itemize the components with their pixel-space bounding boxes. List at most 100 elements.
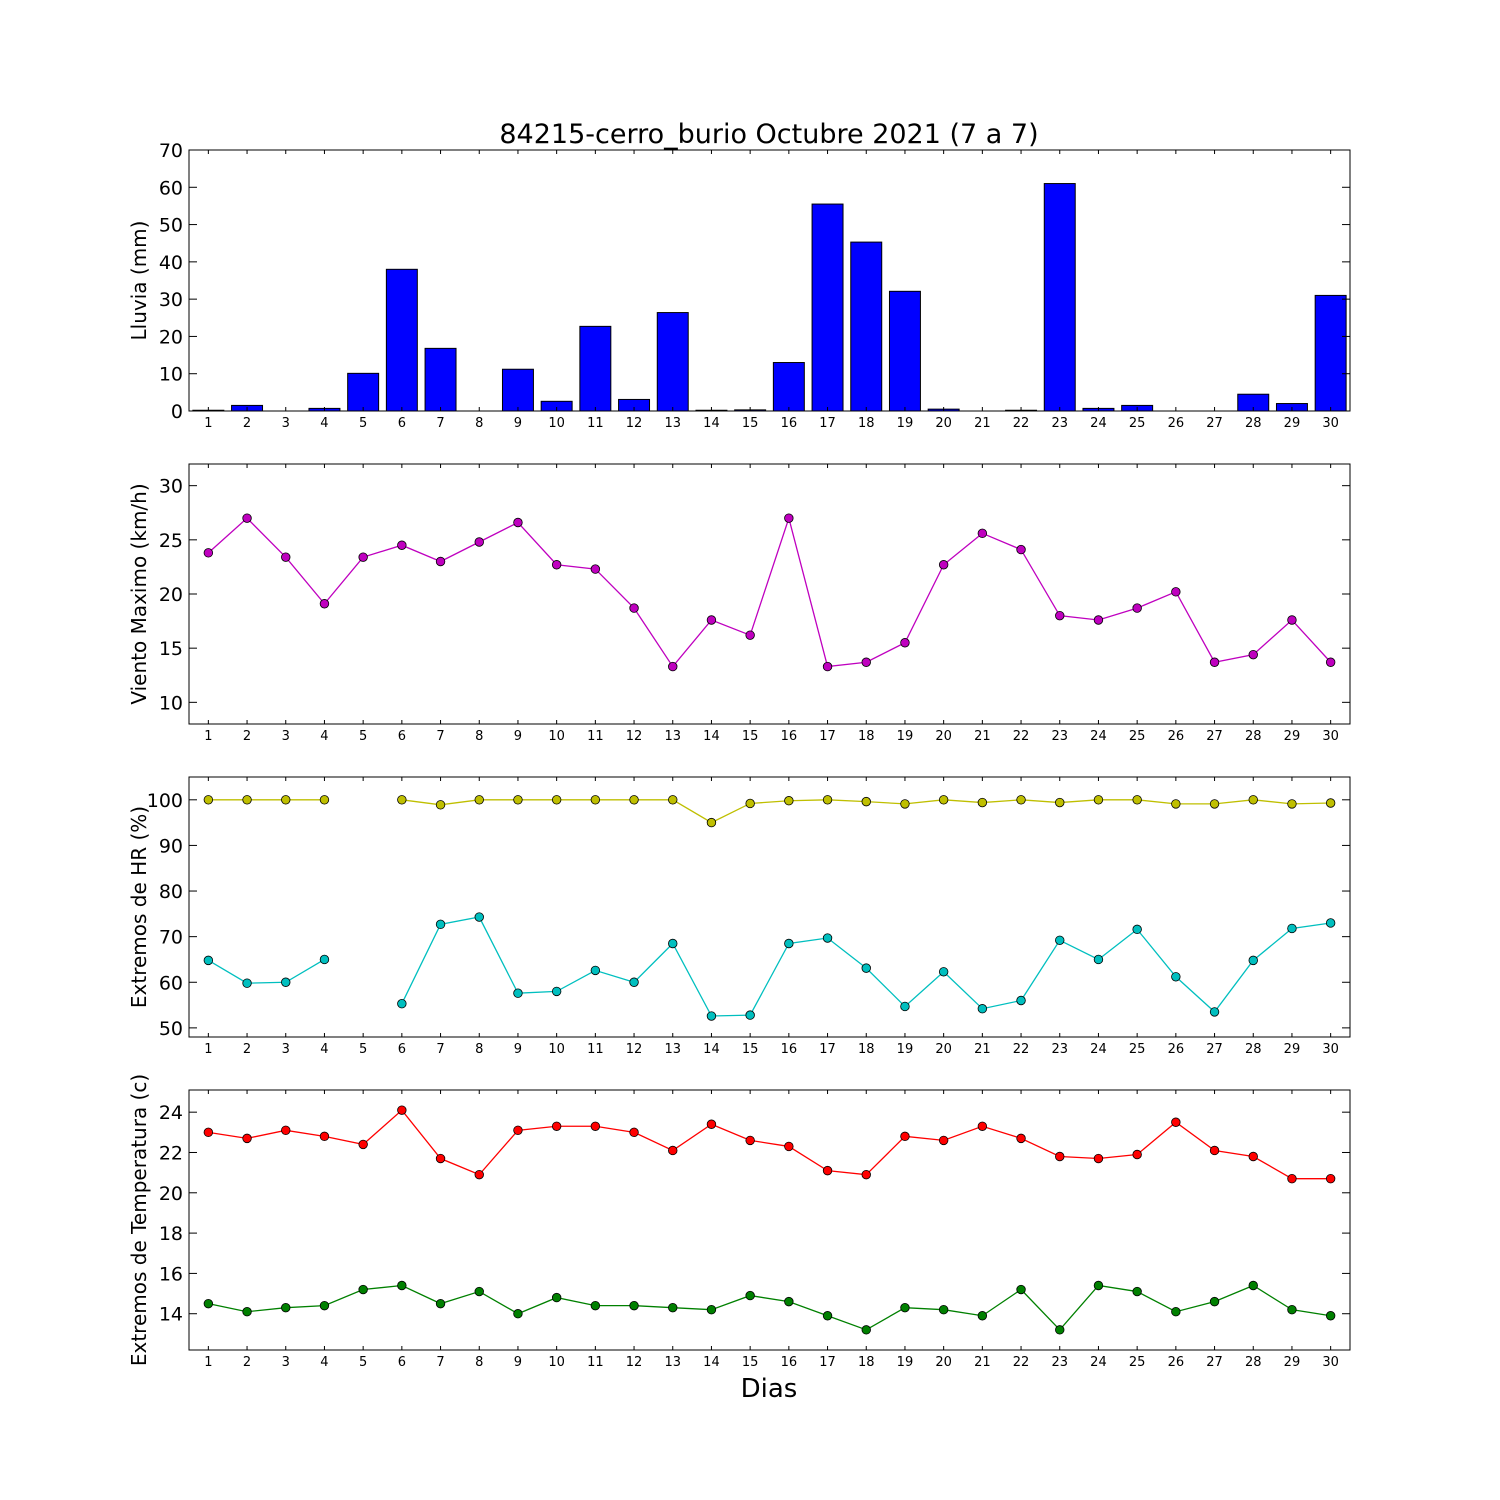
series-1-point-day-27 [1209, 657, 1220, 667]
x-tick-label: 22 [1013, 416, 1030, 431]
x-tick-label: 13 [664, 729, 681, 744]
x-tick-label: 17 [819, 729, 836, 744]
x-tick-label: 2 [243, 1355, 251, 1370]
x-tick-label: 17 [819, 416, 836, 431]
series-2-point-day-4 [319, 954, 330, 965]
y-axis-label: Extremos de HR (%) [127, 806, 151, 1008]
x-tick-label: 12 [626, 1355, 643, 1370]
panel-4: 1 2 3 4 5 6 7 8 9 10 11 12 13 14 15 16 17 18 19 20 21 22 23 24 2… [127, 1074, 1351, 1370]
x-tick-label: 7 [436, 1355, 444, 1370]
x-tick-label: 1 [204, 1042, 212, 1057]
axes-frame [188, 1089, 1351, 1351]
panel-3: 1 2 3 4 5 6 7 8 9 10 11 12 13 14 15 16 17 18 19 20 21 22 23 24 2… [127, 776, 1351, 1057]
series-1-point-day-23 [1055, 1151, 1065, 1162]
series-1-point-day-21 [977, 1121, 988, 1131]
x-tick-label: 16 [781, 1355, 798, 1370]
series-1-point-day-26 [1171, 1117, 1181, 1127]
rain-bar-day-16 [772, 362, 805, 412]
series-1-point-day-11 [590, 795, 601, 805]
series-1-point-day-2 [242, 513, 252, 523]
series-1-point-day-6 [397, 795, 407, 805]
series-1-point-day-5 [358, 1139, 368, 1150]
series-1-point-day-4 [319, 599, 330, 609]
x-tick-label: 24 [1090, 1355, 1107, 1370]
x-tick-label: 14 [703, 416, 720, 431]
series-1-point-day-22 [1016, 1133, 1026, 1144]
series-2-point-day-8 [474, 1286, 484, 1297]
series-2-point-day-8 [474, 912, 484, 922]
series-1-point-day-19 [900, 799, 910, 809]
series-1-point-day-3 [281, 795, 291, 805]
series-1-point-day-24 [1093, 795, 1104, 805]
x-tick-label: 15 [742, 1042, 759, 1057]
x-tick-label: 1 [204, 1355, 212, 1370]
x-tick-label: 30 [1322, 1042, 1339, 1057]
series-2-point-day-30 [1325, 1311, 1336, 1321]
x-tick-label: 5 [359, 416, 367, 431]
series-2-point-day-4 [319, 1300, 330, 1311]
y-tick-label: 20 [159, 1183, 183, 1205]
y-tick-label: 100 [147, 790, 183, 812]
series-2-point-day-22 [1016, 995, 1026, 1006]
series-2-point-day-2 [242, 1307, 252, 1317]
series-1-point-day-25 [1132, 1149, 1142, 1160]
series-1-point-day-6 [397, 540, 407, 550]
series-1-point-day-8 [474, 1169, 484, 1180]
series-2-point-day-7 [435, 1298, 446, 1309]
series-2-point-day-22 [1016, 1284, 1026, 1295]
series-1-point-day-16 [784, 1141, 794, 1152]
rain-bar-day-11 [579, 325, 612, 412]
series-1-point-day-24 [1093, 615, 1104, 625]
x-tick-label: 10 [548, 1355, 565, 1370]
x-tick-label: 19 [897, 416, 914, 431]
y-tick-label: 60 [159, 972, 183, 994]
series-2-point-day-11 [590, 1300, 601, 1311]
x-tick-label: 12 [626, 729, 643, 744]
y-tick-label: 50 [159, 1018, 183, 1040]
series-2-point-day-21 [977, 1004, 988, 1014]
series-1-point-day-28 [1248, 649, 1258, 660]
series-2-point-day-19 [900, 1001, 910, 1012]
series-1-point-day-12 [629, 603, 639, 613]
x-tick-label: 21 [974, 416, 991, 431]
x-tick-label: 18 [858, 1042, 875, 1057]
x-tick-label: 23 [1051, 1355, 1068, 1370]
x-tick-label: 13 [664, 1355, 681, 1370]
panel-1: 1 2 3 4 5 6 7 8 9 10 11 12 13 14 15 16 17 18 19 20 21 22 23 24 2… [127, 140, 1351, 431]
series-1-point-day-21 [977, 528, 988, 539]
y-tick-label: 10 [159, 692, 183, 714]
x-tick-label: 30 [1322, 1355, 1339, 1370]
series-1-point-day-26 [1171, 799, 1181, 809]
subplots: 1 2 3 4 5 6 7 8 9 10 11 12 13 14 15 16 17 18 19 20 21 22 23 24 2… [127, 140, 1351, 1370]
series-1-point-day-7 [435, 556, 446, 567]
series-1-point-day-12 [629, 795, 639, 805]
x-tick-label: 3 [282, 1042, 290, 1057]
x-tick-label: 24 [1090, 1042, 1107, 1057]
x-tick-label: 27 [1206, 729, 1223, 744]
series-1-point-day-14 [706, 817, 717, 828]
series-2-point-day-29 [1287, 1304, 1297, 1315]
series-2-point-day-12 [629, 977, 639, 987]
series-1-point-day-14 [706, 1119, 717, 1129]
x-tick-label: 2 [243, 1042, 251, 1057]
series-1-point-day-8 [474, 537, 484, 547]
plot-area [189, 777, 1350, 1037]
series-2-point-day-25 [1132, 1286, 1142, 1297]
series-2-point-day-10 [551, 986, 562, 997]
x-tick-label: 14 [703, 1042, 720, 1057]
series-2-point-day-12 [629, 1300, 639, 1311]
x-tick-label: 28 [1245, 416, 1262, 431]
series-2-point-day-16 [784, 938, 794, 949]
x-tick-label: 8 [475, 416, 483, 431]
x-tick-label: 22 [1013, 1355, 1030, 1370]
rain-bar-day-9 [501, 368, 534, 412]
y-tick-label: 60 [159, 177, 183, 199]
series-2-point-day-16 [784, 1296, 794, 1307]
series-1-point-day-20 [938, 560, 949, 570]
series-2-point-day-9 [513, 988, 523, 998]
axes-frame [188, 149, 1351, 412]
series-2-point-day-17 [822, 1311, 833, 1321]
series-1-point-day-30 [1325, 1173, 1336, 1184]
series-1-point-day-13 [668, 795, 678, 805]
